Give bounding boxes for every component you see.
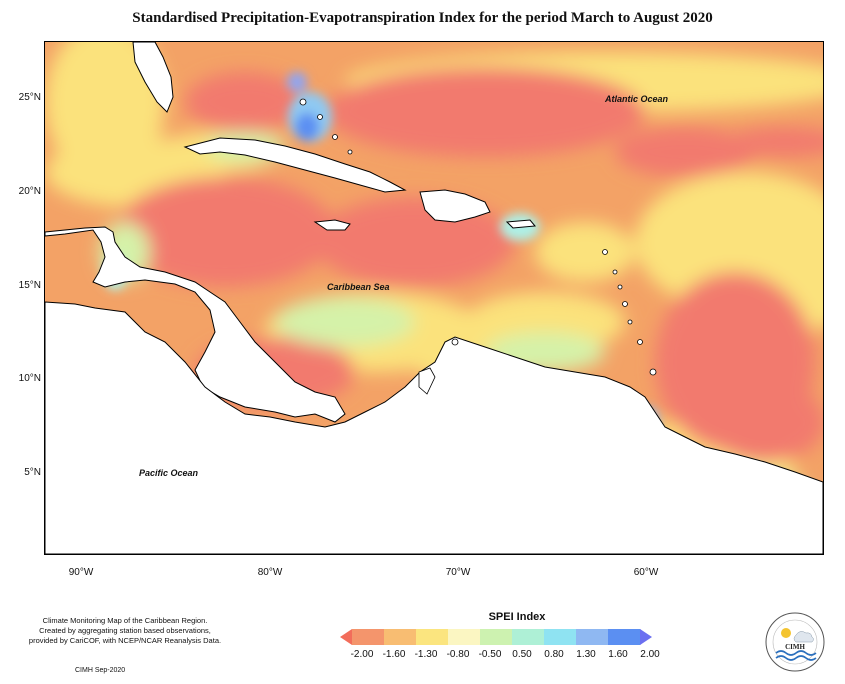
footnote-line-1: Climate Monitoring Map of the Caribbean …: [42, 616, 208, 625]
map-footnote: Climate Monitoring Map of the Caribbean …: [20, 616, 230, 646]
caribbean-sea-label: Caribbean Sea: [327, 282, 390, 292]
legend-swatch: [640, 629, 652, 645]
legend-tick-label: -0.80: [446, 649, 470, 660]
pacific-ocean-label: Pacific Ocean: [139, 468, 199, 478]
sun-icon: [781, 628, 791, 638]
lat-tick-15n: 15°N: [18, 280, 41, 291]
land-masses: [45, 42, 823, 554]
legend-tick-label: 1.30: [576, 649, 596, 660]
footnote-line-2: Created by aggregating station based obs…: [39, 626, 211, 635]
legend-swatch: [384, 629, 417, 645]
legend-swatch: [448, 629, 481, 645]
legend-color-bar: [340, 629, 652, 645]
footnote-line-3: provided by CariCOF, with NCEP/NCAR Rean…: [28, 636, 222, 645]
lon-tick-70w: 70°W: [445, 567, 471, 578]
cimh-logo: CIMH: [765, 612, 825, 672]
map-credit: CIMH Sep-2020: [75, 667, 126, 674]
legend-labels: -2.00 -1.60 -1.30 -0.80 -0.50 0.50 0.80 1.30 1.6…: [350, 649, 660, 663]
legend-tick-label: 1.60: [608, 649, 628, 660]
legend-tick-label: 2.00: [640, 649, 660, 660]
legend-tick-label: -0.50: [478, 649, 502, 660]
legend-swatch: [608, 629, 641, 645]
lat-tick-10n: 10°N: [18, 373, 41, 384]
logo-text: CIMH: [785, 643, 805, 651]
lat-tick-20n: 20°N: [18, 186, 41, 197]
lat-tick-5n: 5°N: [24, 467, 41, 478]
wave-icon: [775, 650, 817, 656]
spei-map: Atlantic Ocean Caribbean Sea Pacific Oce…: [44, 41, 824, 555]
legend-swatch: [576, 629, 609, 645]
spei-map-graphic: [45, 42, 823, 554]
legend-tick-label: -1.60: [382, 649, 406, 660]
lat-tick-25n: 25°N: [18, 92, 41, 103]
lon-tick-90w: 90°W: [68, 567, 94, 578]
legend-tick-label: 0.80: [544, 649, 564, 660]
map-title: Standardised Precipitation-Evapotranspir…: [132, 10, 713, 26]
latitude-axis: 25°N 20°N 15°N 10°N 5°N: [0, 41, 41, 553]
legend-tick-label: -2.00: [350, 649, 374, 660]
legend-swatch: [544, 629, 577, 645]
atlantic-ocean-label: Atlantic Ocean: [605, 94, 669, 104]
legend-swatch: [480, 629, 513, 645]
legend-swatch: [340, 629, 352, 645]
lon-tick-60w: 60°W: [633, 567, 659, 578]
legend-swatch: [512, 629, 545, 645]
legend-swatch: [416, 629, 449, 645]
lon-tick-80w: 80°W: [257, 567, 283, 578]
legend-tick-label: 0.50: [512, 649, 532, 660]
cloud-icon: [793, 631, 814, 643]
legend-tick-label: -1.30: [414, 649, 438, 660]
legend-swatch: [352, 629, 385, 645]
legend-title: SPEI Index: [488, 611, 546, 623]
